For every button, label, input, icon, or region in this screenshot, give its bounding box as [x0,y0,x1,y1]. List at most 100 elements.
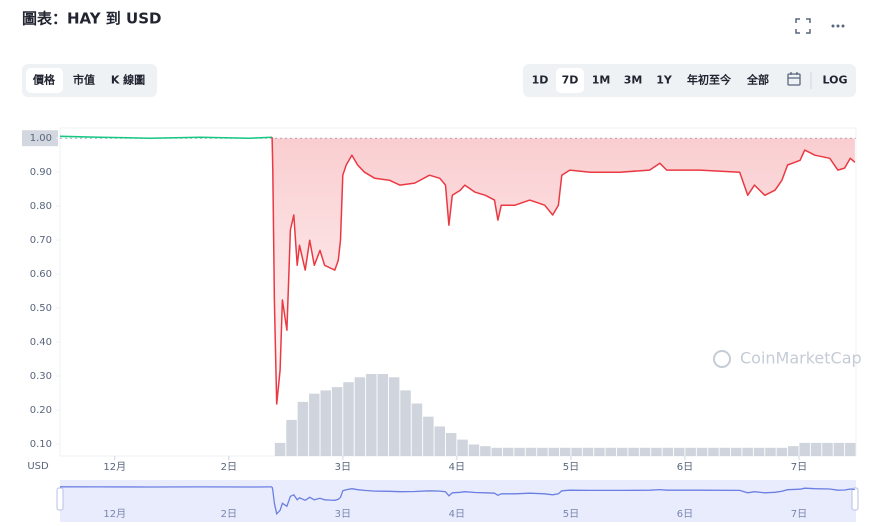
x-tick-label: 5日 [563,462,579,473]
volume-bar [309,393,320,456]
volume-bar [559,447,571,456]
volume-bar [400,390,411,456]
y-tick-label: 0.50 [30,303,52,314]
x-tick-label: 3日 [335,462,351,473]
range-bar [523,64,856,97]
volume-bar [388,377,400,456]
area-fill [272,137,855,404]
volume-bar [297,401,309,456]
volume-bar [708,447,719,456]
range-button[interactable]: 年初至今 [687,73,732,87]
watermark-logo [713,350,731,368]
volume-bar [320,390,331,456]
tab[interactable]: 市值 [73,73,95,87]
fullscreen-icon[interactable] [795,18,811,34]
volume-bar [274,442,286,456]
x-tick-label: 6日 [677,462,693,473]
volume-bar [548,447,560,456]
volume-bar [639,447,651,456]
range-button[interactable]: 7D [562,74,579,87]
navigator-tick-label: 3日 [335,509,351,520]
tab[interactable]: K 線圖 [111,73,145,87]
volume-bar [457,439,468,456]
volume-bar [605,447,617,456]
volume-bar [537,447,548,456]
navigator-line [271,486,855,516]
volume-bar [468,444,480,456]
active-tab [26,68,63,93]
current-price-box [22,130,58,147]
volume-bar [799,442,810,456]
volume-bar [616,447,628,456]
x-tick-label: 2日 [221,462,237,473]
x-tick-label: 12月 [103,461,126,473]
volume-bar [822,442,833,456]
volume-bar [833,442,845,456]
volume-bar [651,447,662,456]
volume-bar [445,433,457,456]
volume-bar [765,447,776,456]
y-tick-label: 0.60 [30,269,52,280]
active-range [556,68,584,93]
volume-bar [788,446,799,456]
title: 圖表：HAY 到 USD [22,10,161,28]
volume-bar [514,447,525,456]
navigator-tick-label: 12月 [103,508,126,520]
calendar-icon[interactable] [787,72,801,86]
range-button[interactable]: 1M [592,74,611,87]
volume-bar [673,447,685,456]
range-button[interactable]: 1D [532,74,549,87]
y-unit: USD [27,461,49,472]
y-tick-label: 0.90 [30,167,52,178]
price-line [59,135,273,139]
volume-bar [719,447,731,456]
y-tick-label: 0.80 [30,201,52,212]
volume-bar [354,377,366,456]
volume-bar [731,447,742,456]
volume-bar [696,447,708,456]
volume-bar [776,447,788,456]
volume-bar [810,442,822,456]
price-line [271,137,856,405]
volume-bar [753,447,765,456]
volume-bar [582,447,594,456]
volume-bar [343,382,354,456]
volume-bar [571,447,582,456]
volume-bar [411,403,423,456]
volume-bar [423,416,434,456]
range-button[interactable]: LOG [823,74,848,87]
navigator-tick-label: 2日 [221,509,237,520]
navigator-tick-label: 4日 [449,509,465,520]
volume-bar [594,447,605,456]
navigator-tick-label: 6日 [677,509,693,520]
range-button[interactable]: 全部 [746,73,769,87]
tab[interactable]: 價格 [32,73,56,87]
navigator-tick-label: 5日 [563,509,579,520]
watermark: CoinMarketCap [740,349,862,368]
volume-bar [377,374,388,456]
volume-bar [628,447,639,456]
range-button[interactable]: 1Y [656,74,673,87]
volume-bar [480,446,491,456]
volume-bar [366,374,377,456]
volume-bar [331,387,343,456]
volume-bar [525,447,537,456]
navigator-tick-label: 7日 [791,509,807,520]
volume-bar [685,447,696,456]
volume-bar [502,447,514,456]
volume-bar [286,419,297,456]
range-button[interactable]: 3M [624,74,643,87]
volume-bar [742,447,753,456]
volume-bar [491,447,503,456]
more-icon[interactable] [831,24,845,28]
volume-bar [845,442,856,456]
y-tick-label: 0.10 [30,439,52,450]
y-tick-label: 0.40 [30,337,52,348]
x-tick-label: 4日 [449,462,465,473]
navigator-handle[interactable] [851,487,859,511]
volume-bar [434,426,445,456]
y-tick-label: 0.20 [30,405,52,416]
volume-bar [662,447,674,456]
navigator-handle[interactable] [56,487,64,511]
